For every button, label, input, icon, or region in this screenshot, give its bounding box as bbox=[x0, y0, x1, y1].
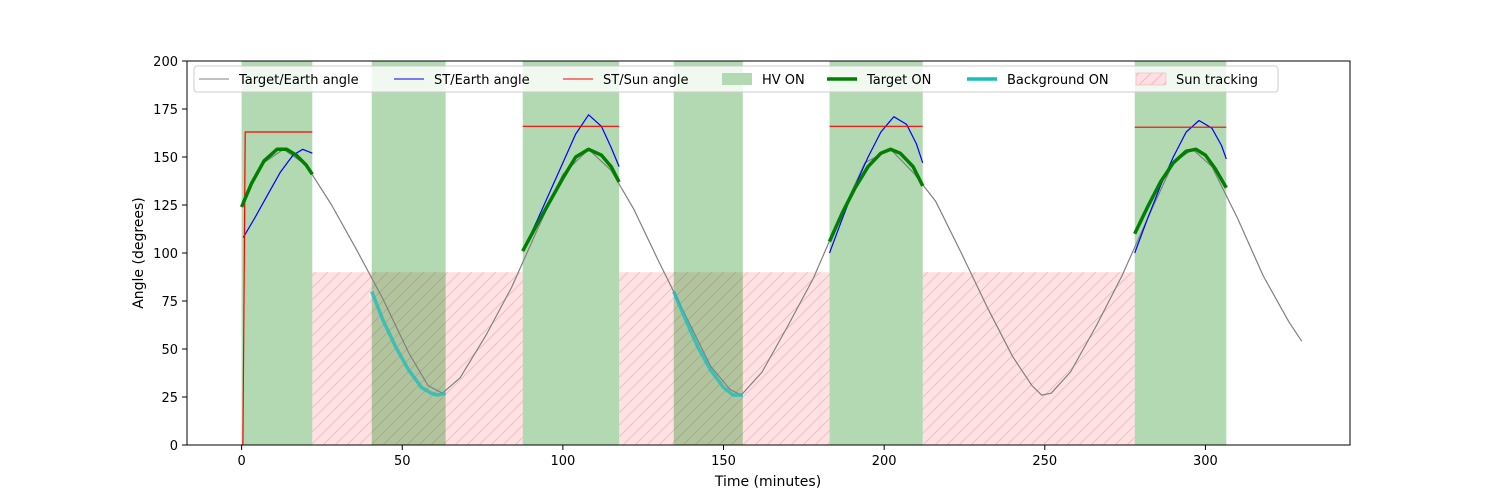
legend-swatch bbox=[1135, 72, 1167, 86]
x-tick-label: 50 bbox=[394, 454, 411, 469]
legend-entry-target-earth-angle: Target/Earth angle bbox=[199, 73, 359, 88]
target-on-line-3 bbox=[827, 147, 925, 243]
x-tick-label: 0 bbox=[237, 454, 245, 469]
x-tick-label: 300 bbox=[1193, 454, 1218, 469]
legend-entry-sun-tracking: Sun tracking bbox=[1135, 72, 1258, 88]
legend-swatch bbox=[722, 73, 752, 85]
y-axis-ticks: 0 25 50 75 100 125 150 175 200 bbox=[153, 55, 187, 454]
y-tick-label: 25 bbox=[161, 391, 178, 406]
y-tick-label: 125 bbox=[153, 199, 178, 214]
st-earth-angle-line-1 bbox=[242, 148, 313, 238]
legend-label: HV ON bbox=[762, 73, 805, 88]
sun-tracking-region-3 bbox=[922, 272, 1135, 445]
hv-on-band-4 bbox=[673, 61, 743, 445]
x-tick-label: 100 bbox=[550, 454, 575, 469]
legend-label: Background ON bbox=[1007, 73, 1109, 88]
y-tick-label: 175 bbox=[153, 103, 178, 118]
hv-on-band-5 bbox=[829, 61, 923, 445]
legend-entry-hv-on: HV ON bbox=[722, 73, 805, 88]
st-earth-angle-line-2 bbox=[522, 114, 620, 252]
legend-entry-st-earth-angle: ST/Earth angle bbox=[394, 73, 530, 88]
hv-on-band-3 bbox=[522, 61, 620, 445]
legend-entry-st-sun-angle: ST/Sun angle bbox=[563, 73, 689, 88]
x-axis-ticks: 0 50 100 150 200 250 300 bbox=[237, 445, 1218, 469]
x-tick-label: 200 bbox=[872, 454, 897, 469]
target-earth-angle-line bbox=[241, 148, 1303, 396]
sun-tracking-region-1 bbox=[312, 272, 523, 445]
legend-label: ST/Earth angle bbox=[434, 73, 530, 88]
legend-entry-target-on: Target ON bbox=[827, 73, 931, 88]
legend-entry-background-on: Background ON bbox=[967, 73, 1109, 88]
background-on-line-1 bbox=[370, 290, 447, 397]
data-series bbox=[239, 114, 1303, 445]
y-axis-label: Angle (degrees) bbox=[131, 197, 147, 309]
sun-tracking-region-2 bbox=[619, 272, 830, 445]
legend-label: Target/Earth angle bbox=[238, 73, 359, 88]
shaded-regions bbox=[241, 61, 1227, 445]
hv-on-band-6 bbox=[1134, 61, 1227, 445]
target-on-line-2 bbox=[521, 147, 621, 252]
y-tick-label: 150 bbox=[153, 151, 178, 166]
target-on-line-1 bbox=[239, 147, 314, 208]
x-tick-label: 250 bbox=[1032, 454, 1057, 469]
legend-label: Sun tracking bbox=[1176, 73, 1258, 88]
legend: Target/Earth angle ST/Earth angle ST/Sun a… bbox=[193, 65, 1279, 93]
target-on-line-4 bbox=[1133, 147, 1228, 235]
y-tick-label: 100 bbox=[153, 247, 178, 262]
legend-label: ST/Sun angle bbox=[603, 73, 689, 88]
y-tick-label: 75 bbox=[161, 295, 178, 310]
st-sun-angle-line-1 bbox=[241, 131, 313, 445]
y-tick-label: 200 bbox=[153, 55, 178, 70]
hv-on-band-2 bbox=[371, 61, 446, 445]
background-on-line-2 bbox=[672, 290, 743, 397]
y-tick-label: 50 bbox=[161, 343, 178, 358]
x-axis-label: Time (minutes) bbox=[714, 474, 821, 490]
y-tick-label: 0 bbox=[170, 439, 178, 454]
legend-label: Target ON bbox=[866, 73, 931, 88]
x-tick-label: 150 bbox=[711, 454, 736, 469]
hv-on-band-1 bbox=[241, 61, 313, 445]
st-earth-angle-line-4 bbox=[1134, 119, 1227, 254]
